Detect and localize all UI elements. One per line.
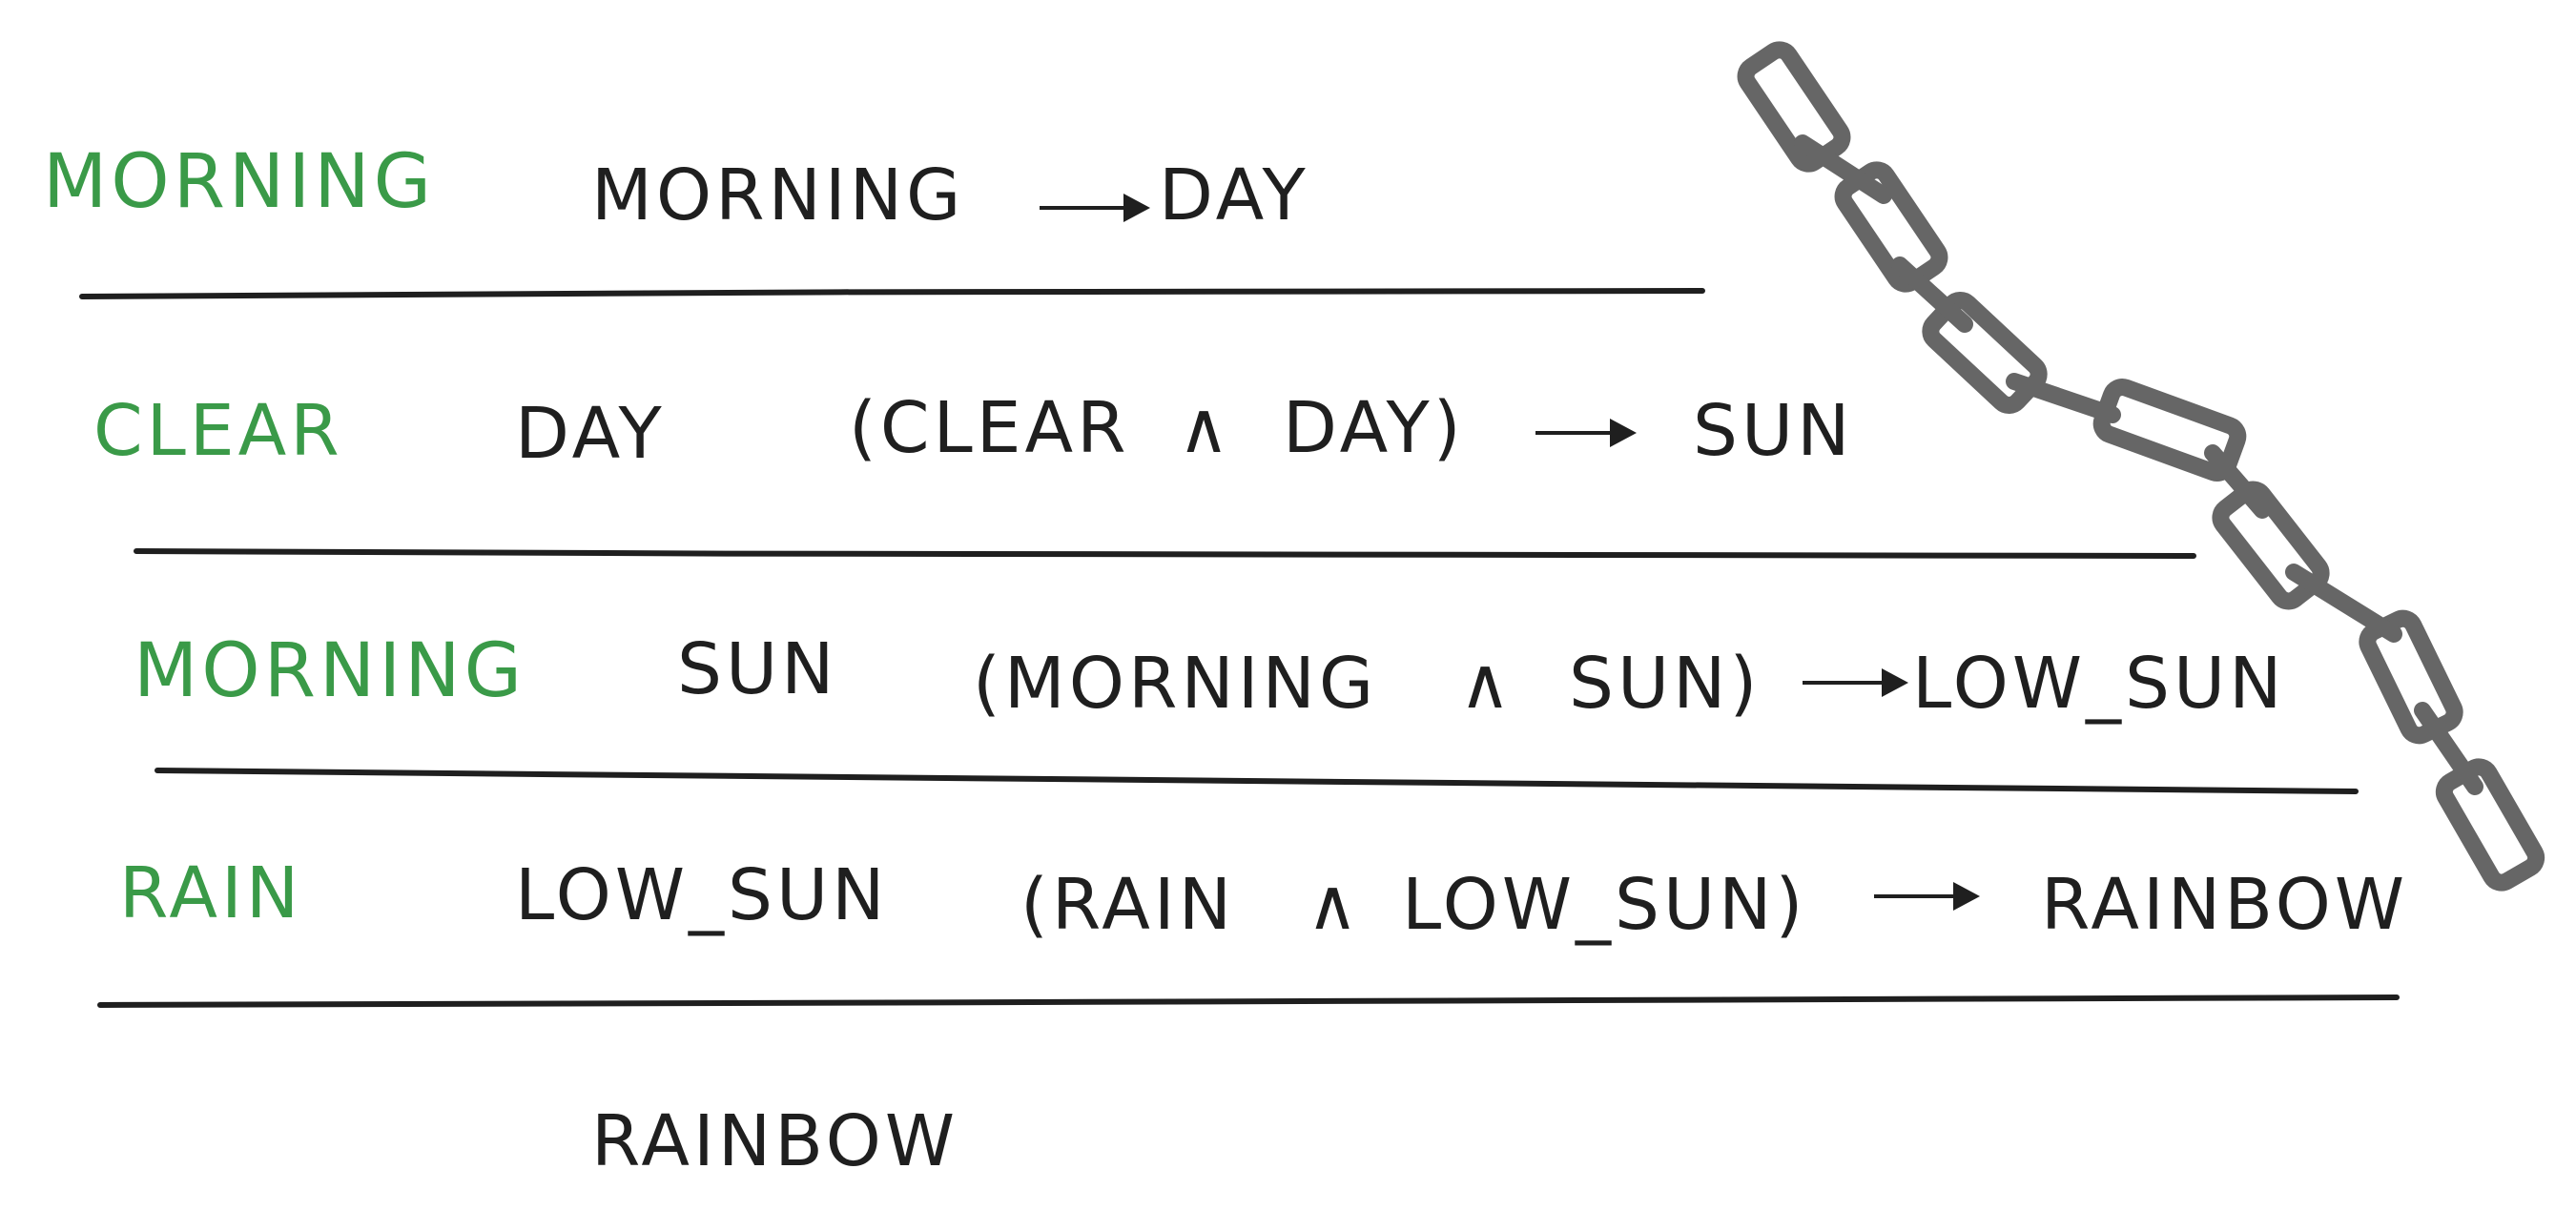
row3-rule-and: ∧ [1459, 643, 1515, 725]
row3-result: LOW_SUN [1912, 643, 2286, 725]
row1-known-fact: MORNING [43, 139, 436, 225]
row-separator-3 [155, 768, 2359, 794]
row3-rule-right: SUN) [1569, 643, 1762, 725]
chain-icon [1737, 41, 2545, 892]
row2-implies-arrow [1535, 419, 1637, 447]
row2-rule-left: (CLEAR [849, 387, 1130, 469]
row1-result: DAY [1159, 154, 1309, 236]
row2-rule-right: DAY) [1283, 387, 1465, 469]
row4-rule-left: (RAIN [1020, 864, 1236, 946]
row1-implies-arrow [1040, 194, 1150, 222]
row-separator-2 [134, 548, 2196, 559]
row3-implies-arrow [1803, 668, 1908, 697]
row-separator-4 [97, 995, 2400, 1008]
row-separator-1 [79, 288, 1705, 299]
row2-result: SUN [1693, 390, 1854, 472]
row3-rule-left: (MORNING [973, 643, 1378, 725]
row4-rule-right: LOW_SUN) [1402, 864, 1807, 946]
row4-implies-arrow [1874, 882, 1980, 911]
row2-given-fact: DAY [515, 393, 666, 475]
row4-rule-and: ∧ [1307, 864, 1363, 946]
row1-given-fact: MORNING [591, 154, 965, 236]
row4-given-fact: LOW_SUN [515, 854, 889, 936]
row2-rule-and: ∧ [1178, 387, 1234, 469]
row2-known-fact: CLEAR [93, 390, 343, 472]
row4-known-fact: RAIN [119, 852, 303, 934]
row3-given-fact: SUN [677, 628, 838, 710]
row3-known-fact: MORNING [134, 628, 526, 714]
row4-result: RAINBOW [2041, 864, 2409, 946]
final-conclusion: RAINBOW [591, 1100, 959, 1182]
